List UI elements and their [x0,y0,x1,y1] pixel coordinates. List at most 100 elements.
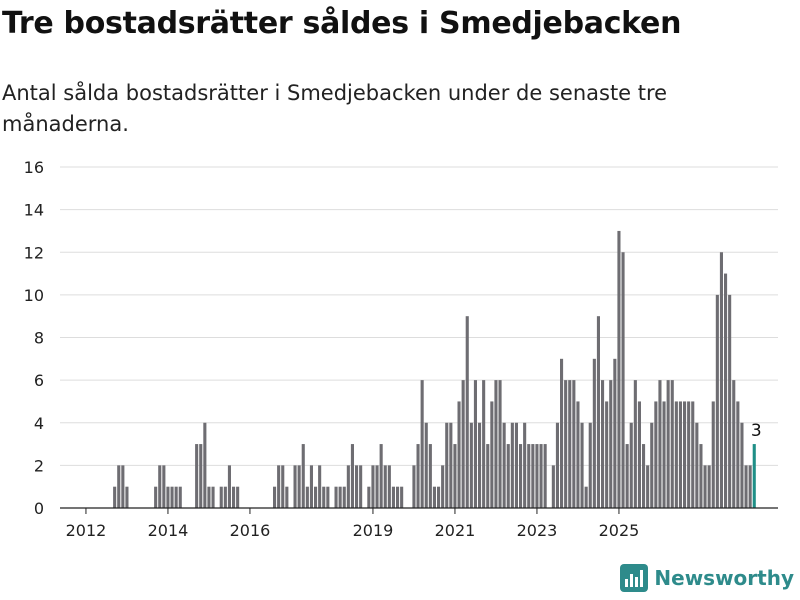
bar [584,486,588,508]
bar-highlight [752,444,756,508]
bar [699,444,703,508]
bar [285,486,289,508]
bar [445,422,449,508]
bar [383,465,387,508]
bar [318,465,322,508]
bar [609,380,613,508]
bar [535,444,539,508]
bar [334,486,338,508]
bar [449,422,453,508]
y-tick-label: 8 [34,329,44,348]
bar [117,465,121,508]
bar [309,465,313,508]
bar [691,401,695,508]
bar [596,316,600,508]
bar [588,422,592,508]
bar [326,486,330,508]
bar [576,401,580,508]
bar [601,380,605,508]
bar [617,230,621,508]
bar [605,401,609,508]
bar [375,465,379,508]
bar [293,465,297,508]
bar [703,465,707,508]
bar [736,401,740,508]
bar [420,380,424,508]
bar [154,486,158,508]
bar [453,444,457,508]
bar [207,486,211,508]
bar [564,380,568,508]
bar [519,444,523,508]
bar [678,401,682,508]
y-tick-label: 16 [24,158,44,177]
bar [486,444,490,508]
bar [441,465,445,508]
bar [633,380,637,508]
bar [469,422,473,508]
page-title: Tre bostadsrätter såldes i Smedjebacken [2,6,682,41]
y-tick-label: 12 [24,243,44,262]
bar [277,465,281,508]
bar [387,465,391,508]
bar [125,486,129,508]
bar [523,422,527,508]
bar [560,358,564,508]
bar [473,380,477,508]
bar [478,422,482,508]
bar [428,444,432,508]
bar [301,444,305,508]
bar [732,380,736,508]
bar [654,401,658,508]
bar [490,401,494,508]
bar [695,422,699,508]
brand-name: Newsworthy [654,566,794,590]
bar [367,486,371,508]
bar [715,294,719,508]
bar [719,252,723,508]
bar [527,444,531,508]
y-tick-label: 14 [24,201,44,220]
bar [227,465,231,508]
bar [346,465,350,508]
bar [642,444,646,508]
bar [740,422,744,508]
y-tick-label: 2 [34,456,44,475]
y-tick-label: 0 [34,499,44,518]
bar [621,252,625,508]
bar [412,465,416,508]
bar [629,422,633,508]
bar [494,380,498,508]
bar [232,486,236,508]
bar [223,486,227,508]
x-tick-label: 2014 [148,521,189,540]
bar [555,422,559,508]
bar [158,465,162,508]
bar [396,486,400,508]
bar [211,486,215,508]
bar [121,465,125,508]
bar [666,380,670,508]
bar [170,486,174,508]
x-tick-label: 2016 [230,521,271,540]
bar [424,422,428,508]
bar [728,294,732,508]
x-tick-label: 2021 [435,521,476,540]
bar [572,380,576,508]
bar [613,358,617,508]
bar [305,486,309,508]
bar [711,401,715,508]
bar [748,465,752,508]
bar [670,380,674,508]
bar [355,465,359,508]
newsworthy-logo-icon [620,564,649,592]
bar [707,465,711,508]
bar [281,465,285,508]
bar [203,422,207,508]
bar [543,444,547,508]
bar [359,465,363,508]
bar [322,486,326,508]
bar [338,486,342,508]
page-subtitle: Antal sålda bostadsrätter i Smedjebacken… [2,81,668,136]
bar [314,486,318,508]
